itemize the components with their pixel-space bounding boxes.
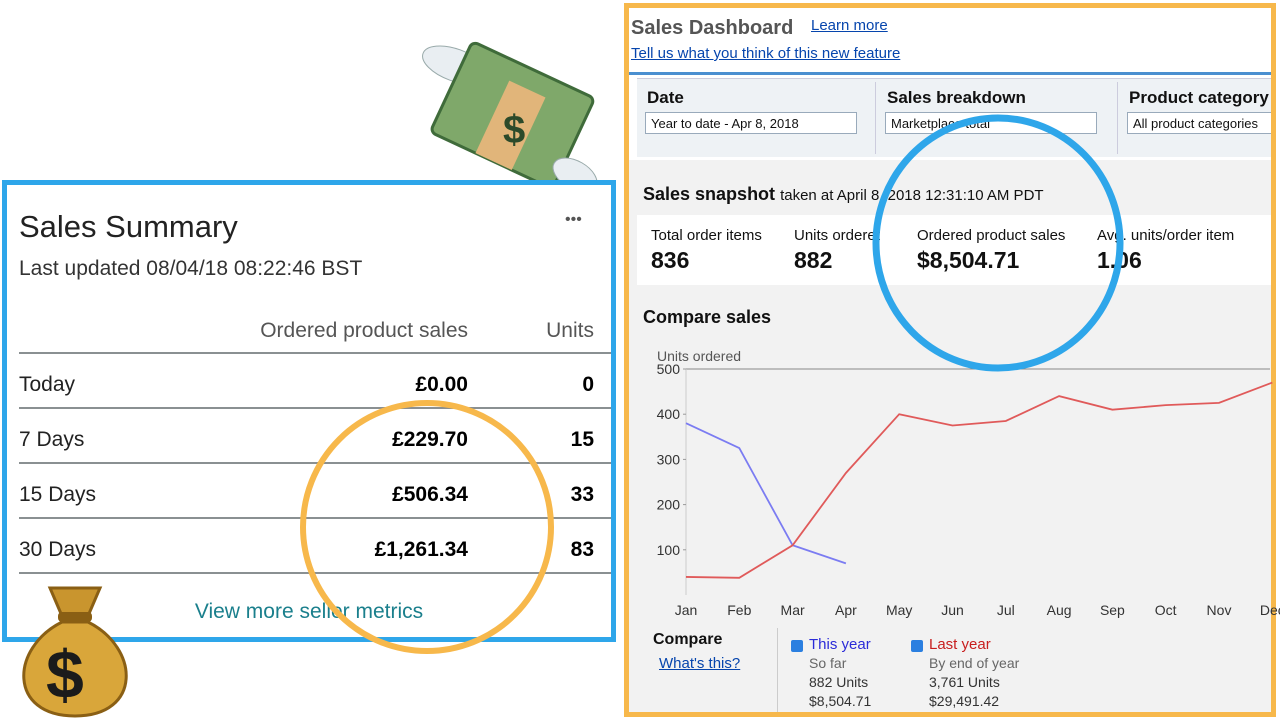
learn-more-link[interactable]: Learn more [811,17,888,34]
filter-label: Date [647,88,684,107]
money-bag-icon: $ [22,586,128,718]
divider [19,462,611,464]
divider [19,517,611,519]
row-sales: £506.34 [392,483,468,506]
more-menu[interactable]: ••• [565,211,582,228]
filter-label: Product category [1129,88,1269,107]
filter-select[interactable]: Year to date - Apr 8, 2018 [645,112,857,134]
filter-sep [1117,82,1118,154]
column-header: Ordered product sales [260,319,468,342]
legend-sales: $29,491.42 [929,693,1000,709]
divider [629,72,1271,75]
metric-label: Units ordered [794,227,880,244]
filter-select[interactable]: All product categories [1127,112,1271,134]
column-header: Units [546,319,594,342]
metric-value: 836 [651,247,690,273]
metric-label: Total order items [651,227,762,244]
legend-checkbox[interactable] [911,640,923,652]
row-label: 15 Days [19,483,97,506]
legend-sub: By end of year [929,655,1020,671]
row-label: 7 Days [19,428,85,451]
legend-sub: So far [809,655,847,671]
summary-title: Sales Summary [19,209,238,244]
y-axis-label: Units ordered [657,348,742,364]
divider [19,407,611,409]
snapshot-heading: Sales snapshot [643,184,776,204]
legend-sales: $8,504.71 [809,693,872,709]
row-sales: £229.70 [392,428,468,451]
snapshot-title: Sales snapshot taken at April 8, 2018 12… [643,184,1044,205]
metric-label: Avg. units/order item [1097,227,1235,244]
legend-name: This year [809,636,871,653]
filter-sep [875,82,876,154]
metric-value: $8,504.71 [917,247,1020,273]
row-label: Today [19,373,76,396]
compare-title: Compare [653,631,723,648]
chart-title: Compare sales [643,307,772,327]
metric-label: Ordered product sales [917,227,1066,244]
separator [777,628,778,712]
money-wings-icon: $ [422,41,598,193]
legend-units: 3,761 Units [929,674,1000,690]
row-units: 33 [570,483,594,506]
row-sales: £0.00 [415,373,468,396]
last-updated: Last updated 08/04/18 08:22:46 BST [19,257,363,280]
filter-select[interactable]: Marketplace total [885,112,1097,134]
row-label: 30 Days [19,538,97,561]
legend-name: Last year [929,636,991,653]
feedback-link[interactable]: Tell us what you think of this new featu… [631,45,901,62]
dashboard-title: Sales Dashboard [631,17,794,39]
snapshot-time: taken at April 8, 2018 12:31:10 AM PDT [780,187,1044,204]
svg-text:$: $ [503,108,525,152]
svg-text:$: $ [46,637,84,713]
whats-this-link[interactable]: What's this? [659,655,741,672]
metric-value: 882 [794,247,833,273]
row-units: 83 [570,538,594,561]
sales-dashboard: Sales Dashboard Learn more Tell us what … [624,3,1276,717]
legend-checkbox[interactable] [791,640,803,652]
metric-value: 1.06 [1097,247,1142,273]
row-units: 15 [570,428,594,451]
divider [19,352,611,354]
legend-units: 882 Units [809,674,869,690]
row-units: 0 [582,373,594,396]
row-sales: £1,261.34 [374,538,468,561]
filter-label: Sales breakdown [887,88,1026,107]
